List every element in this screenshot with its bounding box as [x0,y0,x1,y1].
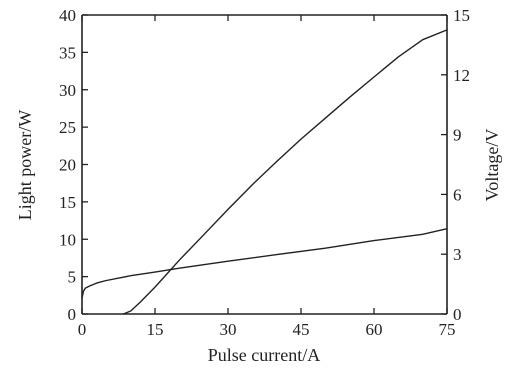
y-left-tick-label: 20 [59,156,76,175]
y-right-tick-label: 12 [453,66,470,85]
y-left-tick-label: 40 [59,6,76,25]
light-power-curve [122,29,448,315]
x-tick-label: 75 [439,320,456,339]
plot-frame [81,14,448,315]
y-left-tick-label: 5 [68,268,77,287]
y-left-tick-label: 30 [59,81,76,100]
y-left-tick-label: 10 [59,230,76,249]
x-tick-label: 15 [147,320,164,339]
series-group [81,29,448,315]
y-left-tick-label: 25 [59,118,76,137]
y-axis-left-label: Light power/W [15,110,35,220]
x-tick-label: 60 [366,320,383,339]
y-right-tick-label: 15 [453,6,470,25]
y-left-tick-label: 35 [59,43,76,62]
x-axis-label: Pulse current/A [208,345,320,365]
voltage-curve [81,227,448,299]
x-tick-label: 45 [293,320,310,339]
y-left-tick-label: 15 [59,193,76,212]
y-right-tick-label: 3 [453,245,462,264]
y-right-tick-label: 6 [453,185,462,204]
y-right-tick-label: 9 [453,126,462,145]
x-tick-label: 30 [220,320,237,339]
ticks-group [81,14,448,315]
y-right-tick-label: 0 [453,305,462,324]
y-axis-right-label: Voltage/V [482,129,502,202]
x-tick-label: 0 [78,320,87,339]
y-left-tick-label: 0 [68,305,77,324]
